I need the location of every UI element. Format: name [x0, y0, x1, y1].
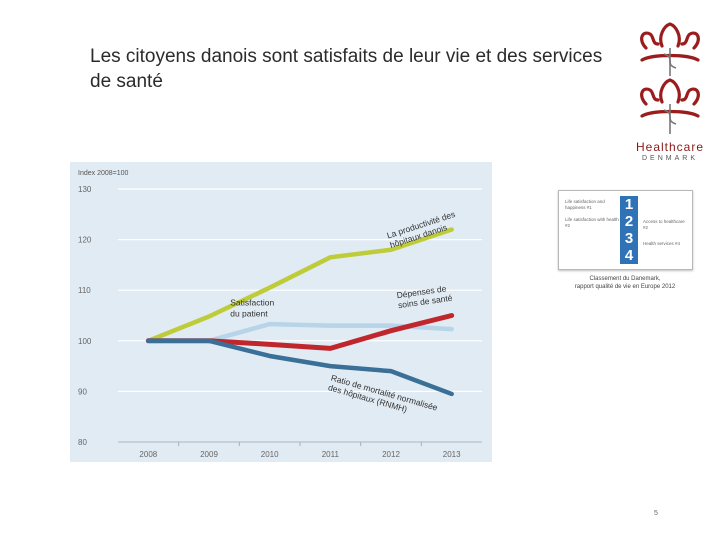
- x-tick-label: 2008: [139, 450, 157, 459]
- x-tick-label: 2010: [261, 450, 279, 459]
- x-tick-label: 2013: [443, 450, 461, 459]
- x-tick-label: 2012: [382, 450, 400, 459]
- ranking-numbers: 1 2 3 4: [620, 196, 638, 264]
- ranking-label-2: Access to healthcare #2: [643, 219, 685, 230]
- ranking-number-4: 4: [624, 247, 634, 264]
- crown-bottom-icon: [640, 78, 700, 118]
- ranking-label-4: Health services #4: [643, 241, 681, 246]
- ranking-caption: Classement du Danemark, rapport qualité …: [555, 275, 695, 291]
- y-tick-label: 100: [78, 337, 92, 346]
- healthcare-denmark-logo-icon: [640, 22, 700, 134]
- ranking-thumbnail: Life satisfaction and happiness #1 Life …: [558, 190, 693, 270]
- logo-line2: DENMARK: [641, 155, 698, 162]
- annotation-line1: Satisfaction: [230, 297, 274, 307]
- y-tick-label: 110: [78, 286, 91, 295]
- ranking-caption-line2: rapport qualité de vie en Europe 2012: [574, 284, 676, 290]
- y-tick-label: 130: [78, 185, 92, 194]
- page-number: 5: [654, 510, 658, 517]
- chart-title: Index 2008=100: [78, 170, 129, 177]
- ranking-number-2: 2: [624, 213, 634, 230]
- x-tick-label: 2011: [322, 450, 340, 459]
- y-tick-label: 90: [78, 387, 87, 396]
- y-tick-label: 80: [78, 438, 87, 447]
- series-line-4: [146, 338, 454, 397]
- annotation-line2: du patient: [230, 308, 268, 318]
- ranking-number-3: 3: [624, 230, 634, 247]
- y-tick-label: 120: [78, 236, 92, 245]
- line-chart-svg: Index 2008=100 80 90 100 110 120 130 2008 2009 2…: [78, 170, 482, 459]
- series-line-1: [146, 227, 454, 344]
- x-tick-label: 2009: [200, 450, 218, 459]
- line-chart: Index 2008=100 80 90 100 110 120 130 2008 2009 2…: [70, 162, 492, 462]
- slide-title: Les citoyens danois sont satisfaits de l…: [90, 46, 603, 92]
- staff-icon: [663, 48, 677, 134]
- ranking-label-3: Life satisfaction with health #2: [565, 217, 619, 228]
- logo-wordmark: Healthcare DENMARK: [628, 140, 712, 162]
- logo-line1: Healthcare: [635, 140, 705, 154]
- ranking-label-1: Life satisfaction and happiness #1: [565, 199, 605, 210]
- ranking-caption-line1: Classement du Danemark,: [589, 276, 661, 282]
- ranking-number-1: 1: [624, 196, 634, 213]
